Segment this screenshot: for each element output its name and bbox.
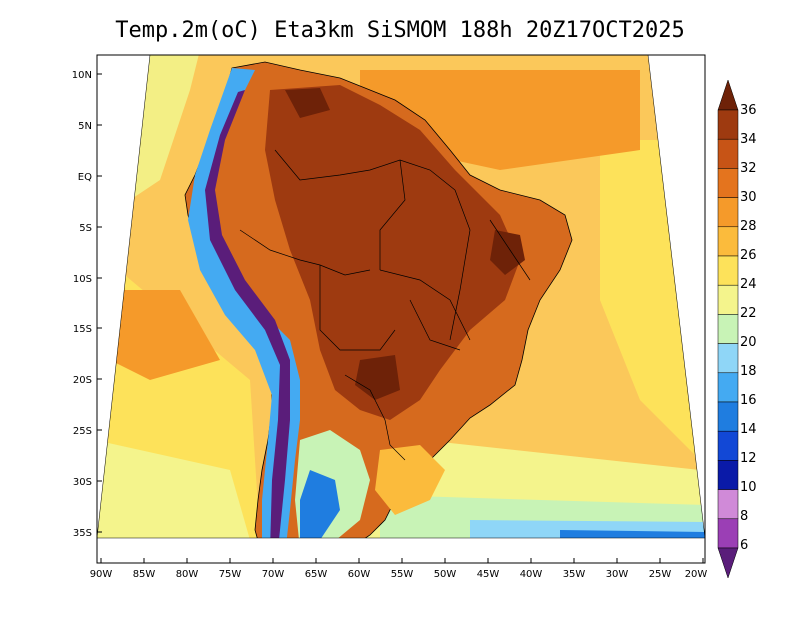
colorbar-swatch [717,314,739,344]
colorbar-label: 14 [740,422,757,437]
lon-label: 75W [219,569,242,580]
lat-label: 10N [72,70,92,81]
colorbar-labels: 36 34 32 30 28 26 24 22 20 18 16 14 12 1… [740,103,757,553]
lat-label: 20S [73,375,92,386]
lat-label: 5N [78,121,92,132]
colorbar-swatch [717,401,739,432]
lon-label: 55W [391,569,414,580]
cool-ocean-southwest [97,440,250,538]
colorbar-swatch [717,226,739,257]
lon-label: 65W [305,569,328,580]
colorbar-swatch [717,518,739,549]
warmer-ocean-pacific [110,290,220,380]
lat-label: 30S [73,477,92,488]
colorbar-swatch [717,372,739,403]
lon-label: 80W [176,569,199,580]
colorbar-swatch [717,489,739,520]
lat-label: 10S [73,274,92,285]
colorbar-label: 18 [740,364,757,379]
lat-label: EQ [78,172,92,183]
lat-label: 15S [73,324,92,335]
lon-label: 20W [685,569,708,580]
colorbar-label: 12 [740,451,757,466]
andes-coldest [205,90,290,538]
colorbar-swatch [717,109,739,140]
colorbar-swatch [717,138,739,169]
lat-label: 35S [73,528,92,539]
colorbar-swatch [717,197,739,228]
hot-interior [265,85,520,420]
country-borders [239,149,531,461]
south-argentina-cold [300,470,340,538]
lon-label: 90W [90,569,113,580]
colorbar-label: 34 [740,132,757,147]
andes-cold-belt [188,68,300,538]
colorbar-swatch [717,284,739,315]
colorbar-label: 16 [740,393,757,408]
colorbar-label: 10 [740,480,757,495]
colorbar-swatch [717,255,739,286]
colorbar-min-arrow [717,547,739,579]
lon-label: 25W [649,569,672,580]
colorbar [717,79,739,579]
lon-label: 60W [348,569,371,580]
colorbar-label: 8 [740,509,748,524]
longitude-axis: 90W 85W 80W 75W 70W 65W 60W 55W 50W 45W … [90,558,708,580]
colorbar-label: 30 [740,190,757,205]
lon-label: 85W [133,569,156,580]
colorbar-label: 32 [740,161,757,176]
colorbar-swatch [717,343,739,374]
lon-label: 40W [520,569,543,580]
colorbar-label: 6 [740,538,748,553]
colorbar-swatch [717,430,739,461]
colorbar-label: 22 [740,306,757,321]
colorbar-swatch [717,168,739,198]
cold-band-south [560,530,705,538]
plot-frame [96,54,706,564]
colorbar-label: 26 [740,248,757,263]
colorbar-swatch [717,460,739,490]
colorbar-label: 24 [740,277,757,292]
lat-label: 5S [79,223,92,234]
temperature-field [97,55,705,538]
lon-label: 50W [434,569,457,580]
lon-label: 30W [606,569,629,580]
southern-brazil-mild [375,445,445,515]
lon-label: 70W [262,569,285,580]
colorbar-label: 20 [740,335,757,350]
lat-label: 25S [73,426,92,437]
colorbar-max-arrow [717,79,739,111]
latitude-axis: 10N 5N EQ 5S 10S 15S 20S 25S 30S 35S [72,70,102,539]
colorbar-label: 28 [740,219,757,234]
colorbar-label: 36 [740,103,757,118]
lon-label: 35W [563,569,586,580]
lon-label: 45W [477,569,500,580]
map-title: Temp.2m(oC) Eta3km SiSMOM 188h 20Z17OCT2… [115,18,685,43]
